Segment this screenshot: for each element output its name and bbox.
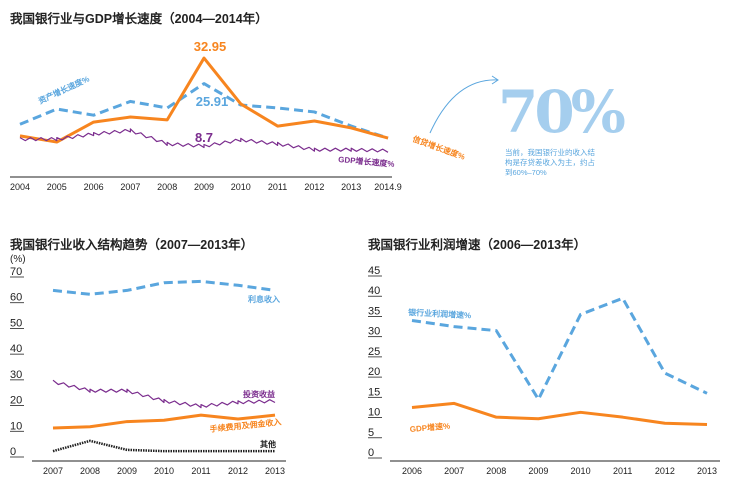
data-annotation: 8.7: [195, 130, 213, 145]
data-annotation: 32.95: [194, 39, 227, 54]
x-tick-label: 2013: [341, 182, 361, 192]
legend-label: 投资收益: [243, 389, 275, 399]
legend-label: GDP增速%: [409, 421, 450, 434]
x-tick-label: 2012: [228, 466, 248, 476]
y-tick-label: 20: [368, 366, 380, 378]
arrow-icon: [429, 79, 499, 134]
series-line-利息收入: [52, 279, 276, 296]
x-tick-label: 2005: [47, 182, 67, 192]
y-tick-label: 20: [10, 395, 22, 407]
chart1-title: 我国银行业与GDP增长速度（2004—2014年）: [10, 12, 268, 26]
x-tick-label: 2013: [697, 466, 717, 476]
y-tick-label: 50: [10, 317, 22, 329]
x-tick-label: 2013: [265, 466, 285, 476]
series-line-银行业利润增速%: [411, 296, 708, 401]
x-tick-label: 2010: [154, 466, 174, 476]
series-line-GDP增速%: [411, 401, 708, 426]
x-tick-label: 2008: [486, 466, 506, 476]
x-tick-label: 2011: [613, 466, 632, 476]
legend-label: 利息收入: [247, 294, 280, 304]
x-tick-label: 2008: [80, 466, 100, 476]
y-tick-label: 15: [368, 386, 380, 398]
legend-label: 资产增长速度%: [37, 73, 91, 105]
x-tick-label: 2006: [84, 182, 104, 192]
callout-text: 当前，我国银行业的收入结构是存贷差收入为主，约占到60%–70%: [505, 148, 595, 177]
x-tick-label: 2006: [402, 466, 422, 476]
y-tick-label: 10: [10, 420, 22, 432]
x-tick-label: 2009: [117, 466, 137, 476]
x-tick-label: 2010: [231, 182, 251, 192]
x-tick-label: 2007: [120, 182, 140, 192]
y-tick-label: 0: [10, 446, 16, 458]
y-tick-label: 60: [10, 292, 22, 304]
arrowhead-icon: [491, 75, 499, 85]
legend-label: 信贷增长速度%: [411, 133, 466, 161]
y-tick-label: 10: [368, 407, 380, 419]
x-tick-label: 2004: [10, 182, 30, 192]
y-tick-label: 35: [368, 305, 380, 317]
y-tick-label: 40: [10, 343, 22, 355]
y-tick-label: 30: [10, 369, 22, 381]
x-tick-label: 2009: [528, 466, 548, 476]
legend-label: GDP增长速度%: [338, 154, 395, 169]
x-tick-label: 2012: [304, 182, 324, 192]
callout-big-number: 70%: [498, 78, 626, 146]
y-axis-label: (%): [10, 254, 26, 265]
legend-label: 银行业利润增速%: [407, 307, 472, 320]
x-tick-label: 2008: [157, 182, 177, 192]
x-tick-label: 2007: [43, 466, 63, 476]
legend-label: 其他: [260, 439, 276, 449]
chart3-title: 我国银行业利润增速（2006—2013年）: [368, 238, 587, 252]
x-tick-label: 2011: [268, 182, 287, 192]
y-tick-label: 40: [368, 285, 380, 297]
x-tick-label: 2007: [444, 466, 464, 476]
x-tick-label: 2009: [194, 182, 214, 192]
y-tick-label: 5: [368, 427, 374, 439]
y-tick-label: 45: [368, 265, 380, 277]
y-tick-label: 70: [10, 266, 22, 278]
y-tick-label: 0: [368, 447, 374, 459]
chart2-title: 我国银行业收入结构趋势（2007—2013年）: [10, 238, 254, 252]
y-tick-label: 30: [368, 326, 380, 338]
x-tick-label: 2011: [191, 466, 210, 476]
x-tick-label: 2012: [655, 466, 675, 476]
series-line-其他: [52, 439, 275, 453]
data-annotation: 25.91: [196, 94, 229, 109]
x-tick-label: 2010: [571, 466, 591, 476]
y-tick-label: 25: [368, 346, 380, 358]
x-tick-label: 2014.9: [374, 182, 402, 192]
series-line-投资收益: [52, 379, 276, 409]
